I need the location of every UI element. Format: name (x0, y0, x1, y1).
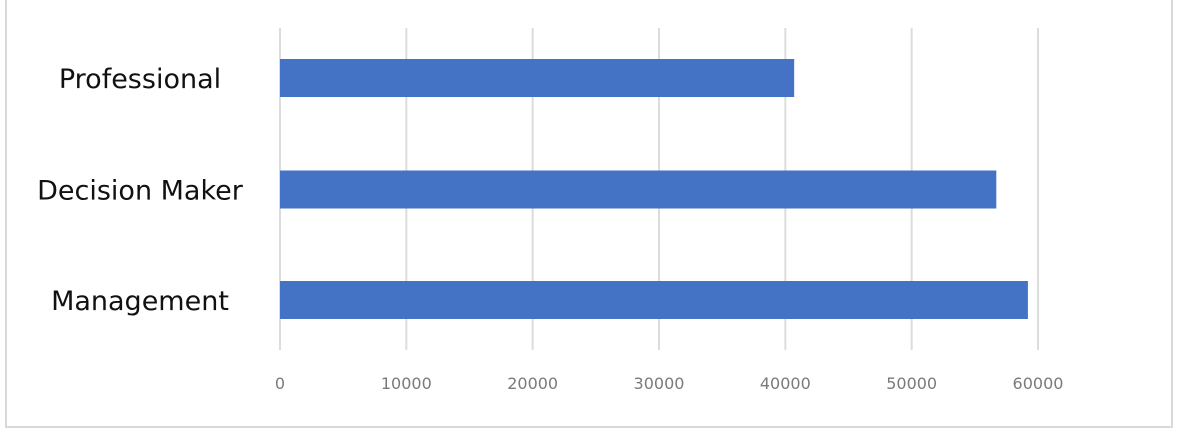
x-tick-label: 20000 (507, 374, 558, 393)
x-tick-label: 30000 (634, 374, 685, 393)
x-tick-label: 10000 (381, 374, 432, 393)
chart-frame (5, 0, 1173, 428)
category-label: Management (51, 286, 229, 317)
bar-professional (280, 59, 795, 97)
x-tick-label: 60000 (1013, 374, 1064, 393)
category-label: Decision Maker (37, 176, 244, 207)
bar-decision-maker (280, 170, 997, 209)
category-label: Professional (59, 64, 221, 95)
bar-management (280, 281, 1028, 319)
x-tick-label: 40000 (760, 374, 811, 393)
x-tick-label: 50000 (886, 374, 937, 393)
x-tick-label: 0 (275, 374, 285, 393)
